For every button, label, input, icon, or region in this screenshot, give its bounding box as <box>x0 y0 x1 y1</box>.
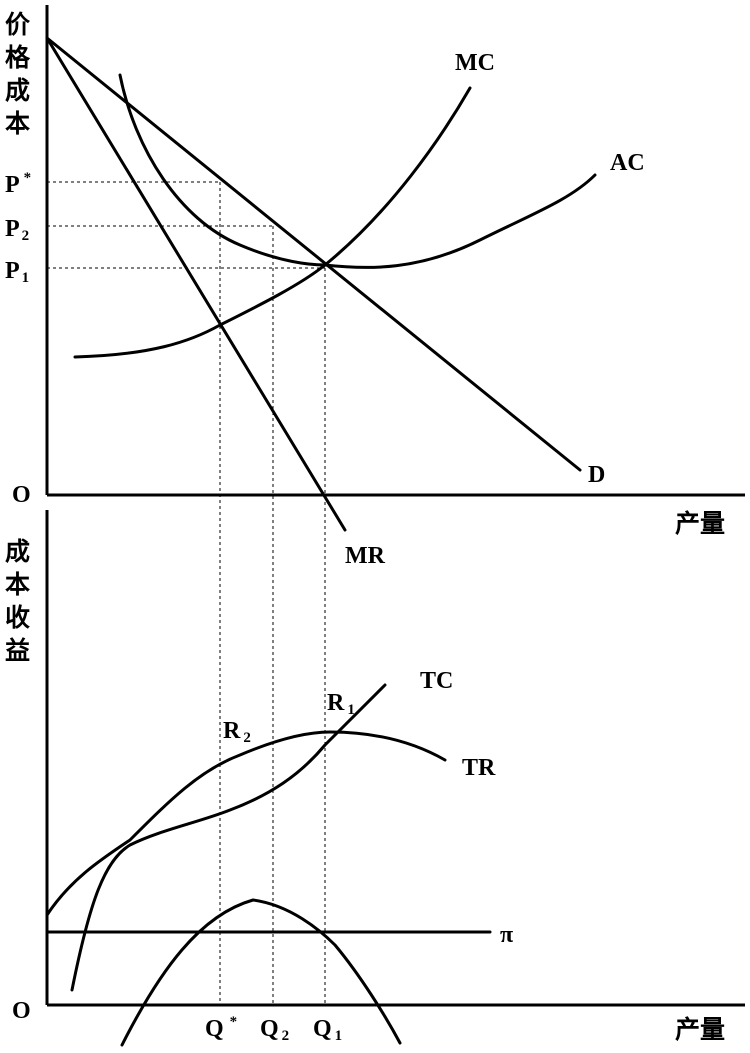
pi-label: π <box>500 922 513 948</box>
tr-label: TR <box>462 755 496 781</box>
mc-label: MC <box>455 50 495 76</box>
marginal-cost-curve <box>73 86 472 359</box>
profit-curve <box>120 898 402 1047</box>
q-star-label: Q * <box>205 1014 237 1042</box>
y-axis-label-char: 价 <box>5 10 31 39</box>
top-origin-label: O <box>12 482 31 508</box>
p-star-label: P * <box>5 170 31 198</box>
y-axis-label-char: 本 <box>5 570 30 599</box>
top-x-axis-label: 产量 <box>675 509 725 538</box>
marginal-revenue-curve <box>45 36 347 532</box>
y-axis-label-char: 格 <box>5 43 31 72</box>
y-axis-label-char: 本 <box>5 109 30 138</box>
ac-label: AC <box>610 150 645 176</box>
average-cost-curve <box>118 73 597 269</box>
y-axis-label-char: 益 <box>5 636 30 665</box>
mr-label: MR <box>345 543 386 569</box>
y-axis-label-char: 成 <box>5 76 30 105</box>
bottom-origin-label: O <box>12 998 31 1024</box>
y-axis-label-char: 收 <box>5 603 30 632</box>
total-revenue-curve <box>45 730 447 917</box>
bottom-x-axis-label: 产量 <box>675 1015 725 1044</box>
d-label: D <box>588 462 605 488</box>
y-axis-label-char: 成 <box>5 537 30 566</box>
demand-curve <box>45 36 582 472</box>
tc-label: TC <box>420 668 453 694</box>
total-cost-curve <box>70 683 387 992</box>
